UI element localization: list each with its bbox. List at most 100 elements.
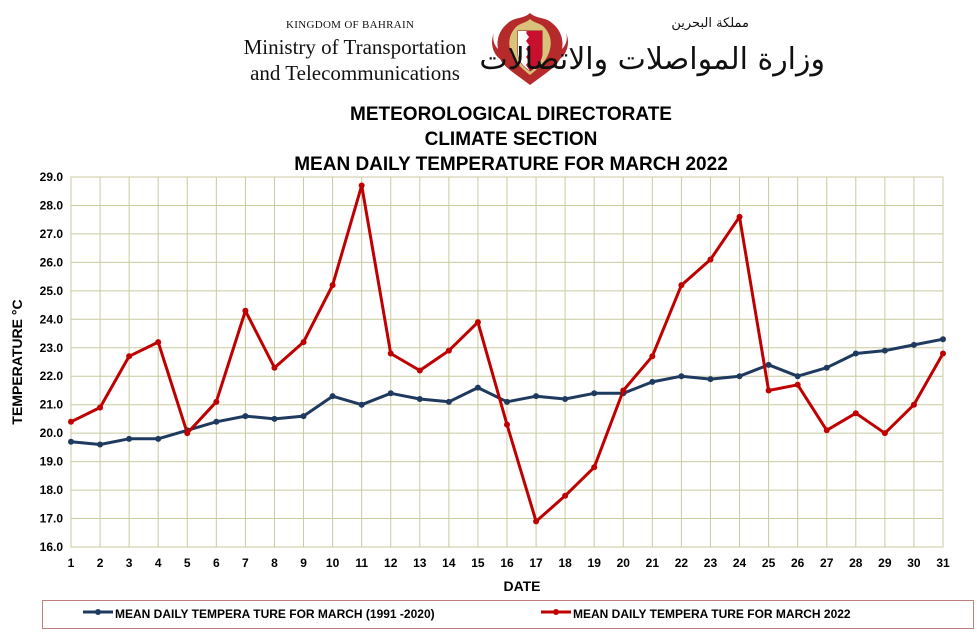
x-tick-label: 10 — [326, 556, 340, 570]
data-point-2022 — [213, 398, 220, 405]
chart-title-block: METEOROLOGICAL DIRECTORATE CLIMATE SECTI… — [0, 102, 977, 177]
x-tick-label: 4 — [155, 556, 162, 570]
data-point-normal — [881, 347, 888, 354]
data-point-2022 — [68, 418, 74, 425]
data-point-normal — [358, 401, 365, 408]
x-tick-label: 17 — [529, 556, 543, 570]
data-point-2022 — [504, 421, 510, 428]
data-point-2022 — [823, 427, 830, 434]
data-point-2022 — [358, 182, 365, 189]
x-axis-label: DATE — [503, 578, 540, 594]
x-tick-label: 28 — [849, 556, 863, 570]
title-line-3: MEAN DAILY TEMPERATURE FOR MARCH 2022 — [294, 154, 728, 175]
y-tick-label: 19.0 — [40, 455, 64, 469]
ministry-line-1: Ministry of Transportation — [243, 35, 467, 59]
y-tick-label: 17.0 — [40, 512, 64, 526]
data-point-2022 — [271, 364, 278, 371]
bahrain-coat-of-arms-icon — [492, 13, 568, 85]
x-tick-label: 8 — [271, 556, 278, 570]
legend-swatch-2022 — [541, 609, 571, 615]
y-tick-label: 22.0 — [40, 369, 64, 383]
x-tick-label: 7 — [242, 556, 249, 570]
x-tick-label: 30 — [907, 556, 921, 570]
data-point-2022 — [794, 381, 801, 388]
y-tick-label: 27.0 — [40, 227, 64, 241]
x-tick-label: 6 — [213, 556, 220, 570]
title-line-2: CLIMATE SECTION — [424, 129, 598, 150]
data-point-normal — [474, 384, 481, 391]
data-point-2022 — [445, 347, 452, 354]
x-tick-label: 14 — [442, 556, 456, 570]
y-tick-label: 23.0 — [40, 341, 64, 355]
data-point-normal — [533, 393, 540, 400]
y-tick-label: 20.0 — [40, 426, 64, 440]
data-point-normal — [387, 390, 394, 397]
data-point-normal — [126, 435, 133, 442]
y-tick-label: 29.0 — [40, 170, 64, 184]
data-point-normal — [910, 341, 917, 348]
y-tick-label: 18.0 — [40, 483, 64, 497]
data-point-2022 — [300, 339, 307, 346]
data-point-2022 — [416, 367, 423, 374]
y-tick-label: 25.0 — [40, 284, 64, 298]
arabic-kingdom-label: مملكة البحرين — [671, 16, 749, 31]
data-point-normal — [852, 350, 859, 357]
x-tick-label: 1 — [68, 556, 75, 570]
data-point-normal — [823, 364, 830, 371]
data-point-normal — [794, 373, 801, 380]
data-point-2022 — [736, 213, 743, 220]
x-tick-label: 27 — [820, 556, 834, 570]
x-tick-label: 13 — [413, 556, 427, 570]
data-point-normal — [242, 413, 249, 420]
x-tick-label: 24 — [733, 556, 747, 570]
chart-legend: MEAN DAILY TEMPERA TURE FOR MARCH (1991 … — [42, 600, 974, 629]
data-point-2022 — [329, 282, 336, 289]
y-tick-label: 26.0 — [40, 255, 64, 269]
ministry-name-arabic: مملكة البحرين وزارة المواصلات والاتصالات — [479, 14, 831, 84]
data-point-2022 — [765, 387, 772, 394]
data-point-normal — [300, 413, 307, 420]
data-point-2022 — [591, 464, 598, 471]
data-point-normal — [562, 396, 569, 402]
data-point-normal — [504, 398, 510, 405]
ministry-name-english: Ministry of Transportation and Telecommu… — [224, 34, 486, 86]
x-tick-label: 29 — [878, 556, 892, 570]
data-point-normal — [765, 361, 772, 368]
data-point-2022 — [242, 307, 249, 314]
data-point-normal — [707, 376, 714, 383]
data-point-normal — [445, 398, 452, 405]
x-tick-label: 26 — [791, 556, 805, 570]
ministry-line-2: and Telecommunications — [250, 61, 460, 85]
data-point-2022 — [910, 401, 917, 408]
x-tick-label: 23 — [704, 556, 718, 570]
arabic-ministry-label: وزارة المواصلات والاتصالات — [479, 42, 825, 77]
x-tick-label: 12 — [384, 556, 398, 570]
x-tick-label: 31 — [936, 556, 950, 570]
y-tick-label: 24.0 — [40, 312, 64, 326]
data-point-2022 — [852, 410, 859, 417]
y-axis-label: TEMPERATURE °C — [9, 299, 25, 424]
x-tick-label: 22 — [675, 556, 689, 570]
data-point-2022 — [155, 339, 162, 346]
data-point-normal — [271, 415, 278, 422]
x-tick-label: 20 — [617, 556, 631, 570]
data-point-normal — [940, 336, 946, 343]
data-point-normal — [213, 418, 220, 425]
data-point-normal — [736, 373, 743, 380]
x-tick-label: 25 — [762, 556, 776, 570]
kingdom-label: KINGDOM OF BAHRAIN — [286, 19, 415, 31]
data-point-2022 — [620, 387, 627, 394]
data-point-normal — [591, 390, 598, 397]
x-tick-label: 19 — [588, 556, 602, 570]
y-tick-label: 16.0 — [40, 540, 64, 554]
data-point-normal — [97, 441, 104, 448]
ministry-header: KINGDOM OF BAHRAIN Ministry of Transport… — [0, 0, 977, 95]
data-point-2022 — [97, 404, 104, 411]
data-point-2022 — [562, 492, 569, 499]
data-point-normal — [678, 373, 685, 380]
data-point-2022 — [678, 282, 685, 289]
x-tick-label: 21 — [646, 556, 660, 570]
data-point-normal — [416, 396, 423, 402]
x-tick-label: 15 — [471, 556, 485, 570]
data-point-2022 — [474, 319, 481, 326]
